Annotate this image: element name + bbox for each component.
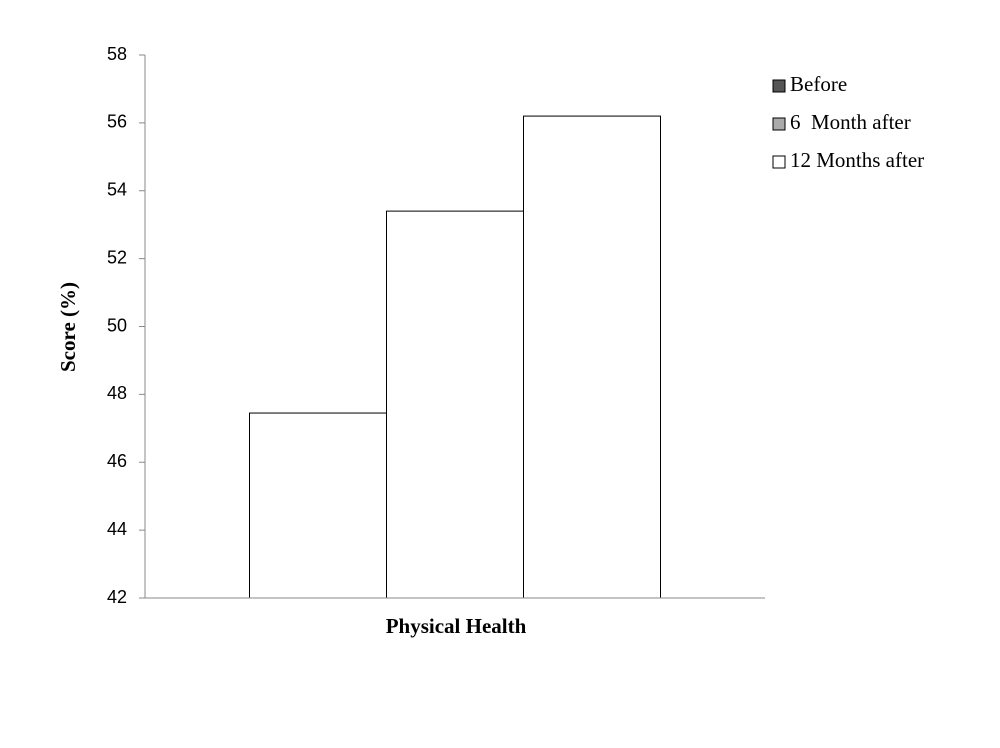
y-tick-label: 44: [107, 519, 127, 539]
y-tick-label: 52: [107, 247, 127, 267]
y-tick-label: 54: [107, 180, 127, 200]
legend-swatch: [772, 117, 786, 131]
y-tick-label: 50: [107, 315, 127, 335]
legend-label: 6 Month after: [790, 110, 911, 134]
y-axis-label: Score (%): [56, 282, 80, 372]
y-tick-label: 56: [107, 112, 127, 132]
y-tick-label: 46: [107, 451, 127, 471]
x-tick-label: Physical Health: [386, 614, 527, 638]
legend-swatch: [772, 155, 786, 169]
y-tick-label: 48: [107, 383, 127, 403]
bar: [249, 412, 387, 599]
bar: [523, 115, 661, 599]
y-tick-label: 58: [107, 44, 127, 64]
legend-label: Before: [790, 72, 847, 96]
bar: [386, 210, 524, 599]
y-tick-label: 42: [107, 587, 127, 607]
legend-label: 12 Months after: [790, 148, 924, 172]
legend-swatch: [772, 79, 786, 93]
